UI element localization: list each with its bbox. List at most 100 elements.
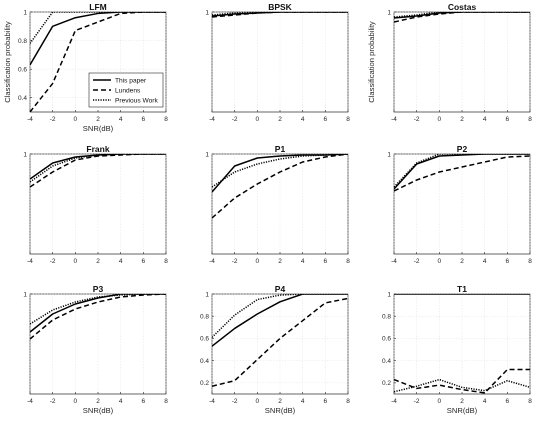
x-tick-label: 0 bbox=[256, 258, 260, 265]
x-tick-label: -2 bbox=[414, 116, 420, 123]
x-tick-label: -2 bbox=[232, 258, 238, 265]
legend-label: This paper bbox=[115, 77, 147, 84]
subplot-t1: -4 -2 0 2 4 6 8 0.2 0.4 0.6 0.8 1 T1 SNR(dB) bbox=[382, 284, 532, 415]
series-line-this-paper bbox=[212, 294, 348, 347]
chart-title: P4 bbox=[275, 284, 286, 294]
series-line-lundens bbox=[212, 154, 348, 219]
x-tick-label: 8 bbox=[528, 116, 532, 123]
x-tick-label: 2 bbox=[460, 258, 464, 265]
chart-title: P1 bbox=[275, 144, 286, 154]
x-tick-label: 4 bbox=[301, 116, 305, 123]
series-line-this-paper bbox=[30, 12, 166, 66]
x-tick-label: 6 bbox=[324, 258, 328, 265]
x-tick-label: 4 bbox=[483, 258, 487, 265]
x-tick-label: 8 bbox=[346, 258, 350, 265]
plot-area bbox=[211, 293, 349, 395]
x-tick-label: -2 bbox=[414, 258, 420, 265]
x-axis-label: SNR(dB) bbox=[447, 406, 478, 415]
x-tick-label: -4 bbox=[209, 398, 215, 405]
x-tick-label: 8 bbox=[346, 398, 350, 405]
x-tick-label: 2 bbox=[460, 398, 464, 405]
x-tick-label: 0 bbox=[74, 258, 78, 265]
x-tick-label: 2 bbox=[96, 116, 100, 123]
y-tick-label: 0.4 bbox=[18, 95, 27, 102]
x-tick-label: -4 bbox=[27, 116, 33, 123]
subplot-frank: -4 -2 0 2 4 6 8 1 Frank bbox=[23, 144, 168, 265]
x-tick-label: 4 bbox=[119, 258, 123, 265]
x-tick-label: 6 bbox=[324, 116, 328, 123]
plot-area bbox=[211, 11, 349, 113]
x-tick-label: 2 bbox=[278, 258, 282, 265]
x-tick-label: 0 bbox=[438, 116, 442, 123]
series-line-lundens bbox=[394, 368, 530, 394]
y-tick-label: 0.4 bbox=[382, 358, 391, 365]
series-line-previous-work bbox=[394, 154, 530, 188]
x-tick-label: -2 bbox=[50, 398, 56, 405]
x-tick-label: -4 bbox=[391, 258, 397, 265]
x-tick-label: 6 bbox=[506, 398, 510, 405]
y-axis-label: Classification probability bbox=[3, 21, 12, 103]
plot-area bbox=[29, 293, 167, 395]
x-tick-label: 4 bbox=[483, 398, 487, 405]
subplot-bpsk: -4 -2 0 2 4 6 8 1 BPSK bbox=[205, 2, 350, 123]
y-tick-label: 0.8 bbox=[382, 314, 391, 321]
x-tick-label: -2 bbox=[232, 116, 238, 123]
y-tick-label: 0.2 bbox=[200, 380, 209, 387]
series-line-this-paper bbox=[212, 12, 348, 17]
legend-label: Previous Work bbox=[115, 97, 158, 104]
series-line-previous-work bbox=[30, 154, 166, 183]
y-tick-label: 1 bbox=[387, 9, 391, 16]
x-tick-label: 0 bbox=[438, 258, 442, 265]
series-line-lundens bbox=[30, 294, 166, 340]
x-tick-label: 4 bbox=[119, 398, 123, 405]
x-tick-label: 8 bbox=[346, 116, 350, 123]
x-tick-label: -2 bbox=[232, 398, 238, 405]
x-tick-label: 8 bbox=[164, 258, 168, 265]
y-tick-label: 0.6 bbox=[200, 336, 209, 343]
x-tick-label: -2 bbox=[50, 116, 56, 123]
y-tick-label: 1 bbox=[387, 151, 391, 158]
chart-title: Costas bbox=[448, 2, 477, 12]
x-axis-label: SNR(dB) bbox=[83, 406, 114, 415]
x-tick-label: 2 bbox=[96, 258, 100, 265]
y-tick-label: 1 bbox=[23, 291, 27, 298]
y-tick-label: 0.6 bbox=[18, 66, 27, 73]
y-tick-label: 1 bbox=[23, 151, 27, 158]
subplot-costas: -4 -2 0 2 4 6 8 1 Costas Classification probabili… bbox=[367, 2, 532, 123]
x-tick-label: 8 bbox=[528, 398, 532, 405]
x-tick-label: 8 bbox=[164, 398, 168, 405]
x-tick-label: -4 bbox=[391, 116, 397, 123]
x-tick-label: 2 bbox=[278, 398, 282, 405]
x-axis-label: SNR(dB) bbox=[265, 406, 296, 415]
x-tick-label: 4 bbox=[301, 258, 305, 265]
x-tick-label: -4 bbox=[27, 258, 33, 265]
series-line-lundens bbox=[30, 12, 166, 112]
x-tick-label: 0 bbox=[256, 116, 260, 123]
chart-title: BPSK bbox=[268, 2, 292, 12]
chart-title: P2 bbox=[457, 144, 468, 154]
plot-area bbox=[29, 153, 167, 255]
x-tick-label: 8 bbox=[164, 116, 168, 123]
series-line-this-paper bbox=[394, 12, 530, 19]
plot-area bbox=[393, 153, 531, 255]
x-tick-label: 0 bbox=[438, 398, 442, 405]
series-line-previous-work bbox=[394, 12, 530, 18]
subplot-p3: -4 -2 0 2 4 6 8 1 P3 SNR(dB) bbox=[23, 284, 168, 415]
x-tick-label: 4 bbox=[119, 116, 123, 123]
series-line-previous-work bbox=[212, 12, 348, 16]
y-tick-label: 1 bbox=[205, 291, 209, 298]
y-tick-label: 0.2 bbox=[382, 380, 391, 387]
subplot-p2: -4 -2 0 2 4 6 8 1 P2 bbox=[387, 144, 532, 265]
chart-title: P3 bbox=[93, 284, 104, 294]
x-tick-label: -2 bbox=[414, 398, 420, 405]
x-tick-label: 8 bbox=[528, 258, 532, 265]
x-tick-label: 6 bbox=[506, 116, 510, 123]
series-line-this-paper bbox=[30, 294, 166, 333]
plot-area bbox=[393, 11, 531, 113]
plot-area bbox=[393, 293, 531, 395]
x-tick-label: -4 bbox=[27, 398, 33, 405]
chart-title: T1 bbox=[457, 284, 467, 294]
x-tick-label: 2 bbox=[460, 116, 464, 123]
subplot-p4: -4 -2 0 2 4 6 8 0.2 0.4 0.6 0.8 1 P4 SNR(dB) bbox=[200, 284, 350, 415]
